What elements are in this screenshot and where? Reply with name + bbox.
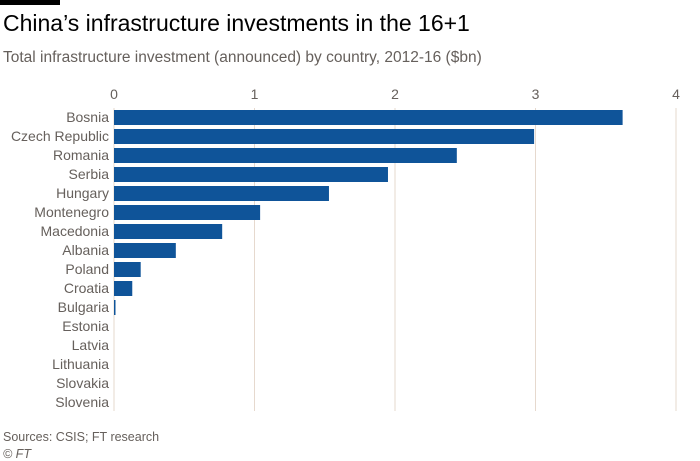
category-label: Latvia [72,337,110,353]
x-tick-label: 1 [251,86,259,102]
x-tick-label: 4 [672,86,680,102]
x-tick-label: 2 [391,86,399,102]
category-label: Macedonia [41,223,110,239]
category-label: Czech Republic [11,128,109,144]
category-label: Romania [53,147,109,163]
bar [114,167,388,182]
category-label: Bulgaria [58,299,110,315]
bar [114,243,176,258]
category-label: Hungary [56,185,109,201]
category-label: Bosnia [66,109,109,125]
chart-title: China’s infrastructure investments in th… [3,10,470,36]
brand-accent-bar [0,0,60,5]
bar [114,262,141,277]
x-tick-label: 0 [110,86,118,102]
bar [114,224,223,239]
category-label: Poland [65,261,109,277]
source-note: Sources: CSIS; FT research [3,430,160,444]
copyright-note: © FT [3,447,31,461]
bar [114,129,535,144]
category-label: Slovakia [56,375,109,391]
bar [114,186,329,201]
category-label: Albania [62,242,109,258]
category-label: Serbia [69,166,110,182]
category-label: Estonia [62,318,109,334]
chart-subtitle: Total infrastructure investment (announc… [3,49,482,66]
bar [114,300,116,315]
bar [114,281,133,296]
category-label: Croatia [64,280,109,296]
category-label: Montenegro [34,204,109,220]
category-label: Lithuania [52,356,109,372]
bar [114,148,457,163]
category-label: Slovenia [55,394,109,410]
bar [114,205,261,220]
bar [114,110,623,125]
x-tick-label: 3 [532,86,540,102]
